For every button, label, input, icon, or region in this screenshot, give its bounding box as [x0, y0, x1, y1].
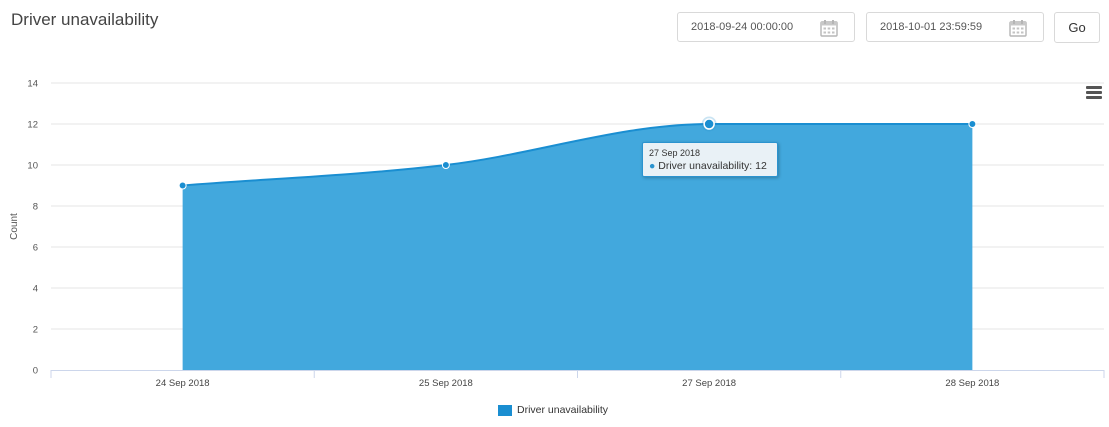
legend-swatch: [498, 404, 512, 416]
data-point: [703, 118, 715, 130]
go-button[interactable]: Go: [1054, 12, 1100, 43]
y-tick-label: 0: [33, 366, 38, 377]
y-tick-label: 6: [33, 243, 38, 254]
start-date-field[interactable]: 2018-09-24 00:00:00: [677, 12, 855, 42]
data-point: [968, 120, 977, 128]
y-tick-label: 4: [33, 284, 38, 295]
legend-label: Driver unavailability: [517, 404, 609, 416]
page-title: Driver unavailability: [11, 10, 159, 29]
tooltip-value-text: Driver unavailability: 12: [658, 160, 767, 172]
y-tick-label: 2: [33, 325, 38, 336]
area-fill: [182, 124, 973, 370]
chart-legend[interactable]: Driver unavailability: [498, 404, 608, 416]
y-axis-title: Count: [9, 213, 20, 240]
hamburger-menu-icon[interactable]: [1086, 86, 1102, 100]
y-tick-label: 10: [27, 161, 38, 172]
calendar-icon[interactable]: [820, 19, 838, 37]
data-point: [178, 181, 187, 190]
end-date-value: 2018-10-01 23:59:59: [880, 21, 983, 33]
x-tick-label: 27 Sep 2018: [682, 378, 736, 389]
calendar-icon[interactable]: [1009, 19, 1027, 37]
series-line: [182, 122, 973, 187]
y-tick-label: 12: [27, 120, 38, 131]
end-date-field[interactable]: 2018-10-01 23:59:59: [866, 12, 1044, 42]
data-point: [441, 161, 450, 169]
start-date-value: 2018-09-24 00:00:00: [691, 21, 794, 33]
x-tick-label: 24 Sep 2018: [156, 378, 210, 389]
y-tick-label: 14: [27, 79, 38, 90]
y-tick-label: 8: [33, 202, 38, 213]
x-tick-label: 25 Sep 2018: [419, 378, 473, 389]
x-tick-label: 28 Sep 2018: [945, 378, 999, 389]
tooltip-dot-icon: ●: [649, 160, 656, 172]
chart-tooltip: 27 Sep 2018 ● Driver unavailability: 12: [642, 142, 778, 177]
tooltip-date: 27 Sep 2018: [649, 148, 701, 158]
